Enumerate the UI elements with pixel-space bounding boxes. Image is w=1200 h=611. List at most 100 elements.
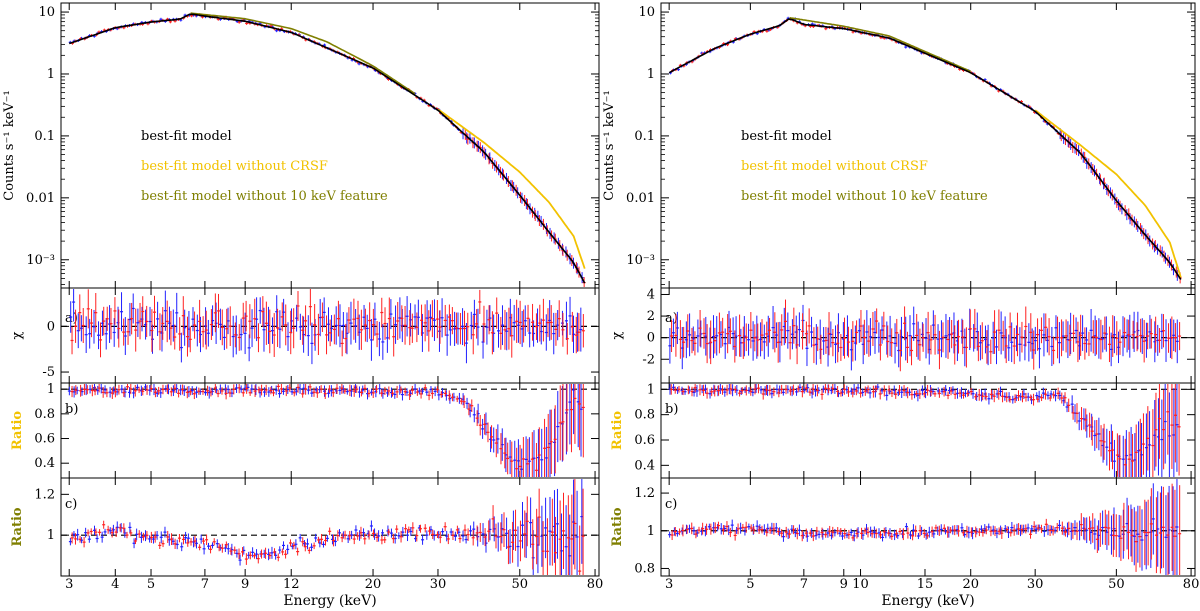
y-tick-label: 0.01 xyxy=(26,191,55,206)
y-tick-label: 0 xyxy=(47,319,55,334)
y-tick-label: 1 xyxy=(47,67,55,82)
panel-b: 0.4 0.6 0.8 1 Ratio b) xyxy=(610,382,1196,479)
y-tick-label: 1 xyxy=(47,528,55,543)
y-tick-label: 1 xyxy=(647,382,655,397)
y-tick-label: 10⁻³ xyxy=(626,253,655,268)
y-tick-label: 0.8 xyxy=(634,561,655,576)
y-tick-label: 0.1 xyxy=(634,129,655,144)
panel-label: b) xyxy=(65,402,78,417)
panel-label: a) xyxy=(65,311,78,326)
x-tick-label: 30 xyxy=(1027,577,1044,592)
x-tick-label: 10 xyxy=(852,577,869,592)
panel-a: -5 0 χ a) xyxy=(10,287,600,384)
y-tick-label: 0.8 xyxy=(634,408,655,423)
y-axis-title: Ratio xyxy=(610,411,625,450)
legend-entry: best-fit model without CRSF xyxy=(141,159,328,174)
data-points xyxy=(68,13,586,287)
model-no-10keV-line xyxy=(789,16,971,73)
panel-c: 0.8 1 1.2 Ratio c) xyxy=(610,477,1196,577)
x-tick-label: 80 xyxy=(587,577,604,592)
panel-frame xyxy=(60,2,600,289)
y-tick-label: 0.6 xyxy=(34,432,55,447)
legend-entry: best-fit model xyxy=(141,129,232,144)
y-tick-label: 1 xyxy=(647,67,655,82)
data-points xyxy=(668,299,1182,372)
panel-label: c) xyxy=(665,497,677,512)
y-tick-label: 1.2 xyxy=(634,486,655,501)
panel-label: a) xyxy=(665,311,678,326)
y-axis-title: Counts s⁻¹ keV⁻¹ xyxy=(602,90,617,200)
x-tick-label: 50 xyxy=(512,577,529,592)
y-tick-label: 0 xyxy=(647,331,655,346)
x-tick-label: 20 xyxy=(962,577,979,592)
y-tick-label: 10⁻³ xyxy=(26,253,55,268)
x-tick-label: 12 xyxy=(283,577,300,592)
panel-frame xyxy=(660,477,1196,577)
data-points xyxy=(69,289,585,365)
y-tick-label: 0.01 xyxy=(626,191,655,206)
y-tick-label: 1 xyxy=(647,524,655,539)
panel-a: -2 0 2 4 χ a) xyxy=(610,287,1196,384)
y-tick-label: 1 xyxy=(47,382,55,397)
panel-label: b) xyxy=(665,402,678,417)
x-tick-label: 5 xyxy=(746,577,754,592)
x-tick-label: 9 xyxy=(241,577,249,592)
panel-frame xyxy=(60,477,600,577)
x-tick-label: 7 xyxy=(800,577,808,592)
y-axis-title: Ratio xyxy=(610,507,625,546)
y-tick-label: 10 xyxy=(638,5,655,20)
x-tick-label: 80 xyxy=(1183,577,1200,592)
data-points xyxy=(68,479,585,575)
y-axis-title: χ xyxy=(10,331,25,339)
panel-label: c) xyxy=(65,497,77,512)
x-tick-label: 50 xyxy=(1108,577,1125,592)
y-tick-label: 1.2 xyxy=(34,487,55,502)
y-axis-title: Ratio xyxy=(10,507,25,546)
y-tick-label: 0.1 xyxy=(34,129,55,144)
x-tick-label: 9 xyxy=(840,577,848,592)
legend-entry: best-fit model without CRSF xyxy=(741,159,928,174)
y-axis-title: χ xyxy=(610,331,625,339)
model-no-crsf-line xyxy=(437,108,586,269)
legend-entry: best-fit model xyxy=(741,129,832,144)
legend-entry: best-fit model without 10 keV feature xyxy=(741,189,988,204)
y-tick-label: -2 xyxy=(642,352,655,367)
x-tick-label: 7 xyxy=(201,577,209,592)
x-tick-label: 30 xyxy=(430,577,447,592)
model-no-crsf-line xyxy=(1034,109,1182,278)
panel-frame xyxy=(660,2,1196,289)
best-fit-model-line xyxy=(68,13,586,284)
x-axis-title: Energy (keV) xyxy=(283,593,376,609)
x-tick-label: 15 xyxy=(917,577,934,592)
x-tick-label: 3 xyxy=(665,577,673,592)
panel-spectrum: 10⁻³ 0.01 0.1 1 10 Counts s⁻¹ keV⁻¹ best-fit m… xyxy=(602,2,1196,289)
y-tick-label: 0.4 xyxy=(634,458,655,473)
y-tick-label: 10 xyxy=(38,5,55,20)
y-axis-title: Ratio xyxy=(10,411,25,450)
x-tick-label: 5 xyxy=(147,577,155,592)
data-points xyxy=(668,16,1182,284)
best-fit-model-line xyxy=(668,18,1182,280)
panel-spectrum: 10⁻³ 0.01 0.1 1 10 Counts s⁻¹ keV⁻¹ best-fit m… xyxy=(2,2,600,289)
y-tick-label: 0.6 xyxy=(634,433,655,448)
x-tick-label: 3 xyxy=(65,577,73,592)
y-tick-label: -5 xyxy=(42,365,55,380)
data-points xyxy=(668,384,1181,477)
x-tick-label: 20 xyxy=(365,577,382,592)
y-tick-label: 4 xyxy=(647,287,655,302)
model-no-10keV-line xyxy=(190,12,416,95)
y-tick-label: 2 xyxy=(647,309,655,324)
y-tick-label: 0.4 xyxy=(34,456,55,471)
x-axis-title: Energy (keV) xyxy=(881,593,974,609)
legend-entry: best-fit model without 10 keV feature xyxy=(141,189,388,204)
panel-b: 0.4 0.6 0.8 1 Ratio b) xyxy=(10,382,600,479)
data-points xyxy=(668,479,1182,575)
panel-c: 1 1.2 Ratio c) xyxy=(10,477,600,577)
x-tick-label: 4 xyxy=(111,577,119,592)
y-axis-title: Counts s⁻¹ keV⁻¹ xyxy=(2,90,17,200)
y-tick-label: 0.8 xyxy=(34,407,55,422)
data-points xyxy=(67,384,585,477)
